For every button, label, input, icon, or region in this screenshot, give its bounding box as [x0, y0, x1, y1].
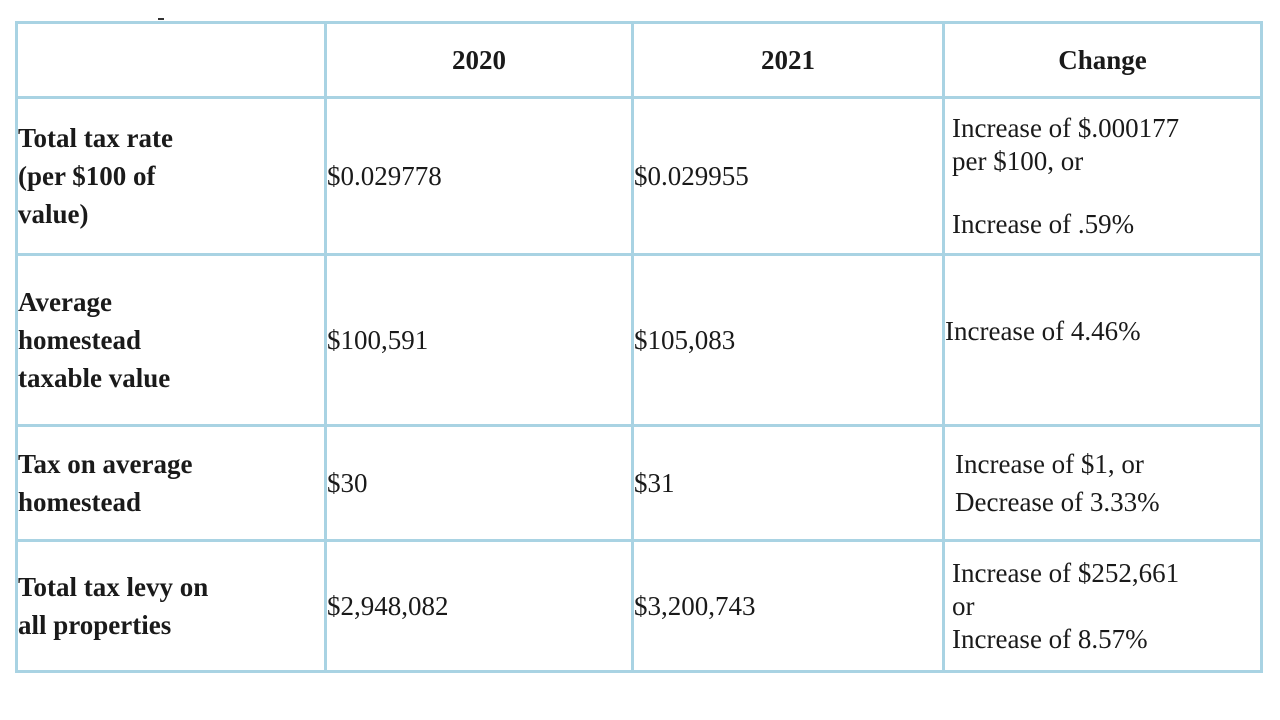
row-label-line: homestead: [18, 325, 141, 355]
table-row: Total tax levy on all properties $2,948,0…: [15, 539, 1263, 673]
change-tax-avg-homestead: Increase of $1, or Decrease of 3.33%: [942, 424, 1263, 542]
row-label-tax-avg-homestead: Tax on average homestead: [15, 424, 327, 542]
change-line: or: [952, 590, 975, 621]
value-2021-tax-avg-homestead: $31: [631, 424, 945, 542]
change-total-tax-rate: Increase of $.000177 per $100, or Increase…: [942, 96, 1263, 256]
stray-mark: [158, 14, 164, 20]
row-label-line: value): [18, 199, 89, 229]
value-2021-total-tax-rate: $0.029955: [631, 96, 945, 256]
value-2020-tax-avg-homestead: $30: [324, 424, 634, 542]
header-change: Change: [942, 21, 1263, 99]
row-label-avg-homestead-value: Average homestead taxable value: [15, 253, 327, 427]
change-line: Increase of $252,661: [952, 557, 1180, 588]
change-line: Increase of $1, or: [955, 449, 1144, 479]
change-line: per $100, or: [952, 145, 1084, 176]
row-label-line: homestead: [18, 487, 141, 517]
change-total-tax-levy: Increase of $252,661 or Increase of 8.57%: [942, 539, 1263, 673]
change-line: Increase of $.000177: [952, 112, 1180, 143]
header-empty-cell: [15, 21, 327, 99]
row-label-line: Average: [18, 287, 112, 317]
value-2020-total-tax-levy: $2,948,082: [324, 539, 634, 673]
change-avg-homestead-value: Increase of 4.46%: [942, 253, 1263, 427]
row-label-line: Tax on average: [18, 449, 193, 479]
row-label-line: taxable value: [18, 363, 171, 393]
table-row: Total tax rate (per $100 of value) $0.0297…: [15, 96, 1263, 256]
header-row: 2020 2021 Change: [15, 21, 1263, 99]
header-2021: 2021: [631, 21, 945, 99]
change-line: Increase of 4.46%: [945, 315, 1141, 346]
header-2020: 2020: [324, 21, 634, 99]
change-line: Increase of 8.57%: [952, 623, 1148, 654]
value-2020-avg-homestead-value: $100,591: [324, 253, 634, 427]
row-label-total-tax-rate: Total tax rate (per $100 of value): [15, 96, 327, 256]
tax-comparison-table: 2020 2021 Change Total tax rate (per $100…: [15, 21, 1263, 673]
row-label-line: Total tax levy on: [18, 572, 209, 602]
change-line: Decrease of 3.33%: [955, 487, 1160, 517]
table-row: Tax on average homestead $30 $31 Increase…: [15, 424, 1263, 542]
value-2021-avg-homestead-value: $105,083: [631, 253, 945, 427]
row-label-line: all properties: [18, 610, 172, 640]
row-label-total-tax-levy: Total tax levy on all properties: [15, 539, 327, 673]
change-line: Increase of .59%: [952, 208, 1135, 239]
table-row: Average homestead taxable value $100,591 $…: [15, 253, 1263, 427]
row-label-line: (per $100 of: [18, 161, 156, 191]
value-2020-total-tax-rate: $0.029778: [324, 96, 634, 256]
value-2021-total-tax-levy: $3,200,743: [631, 539, 945, 673]
row-label-line: Total tax rate: [18, 123, 173, 153]
